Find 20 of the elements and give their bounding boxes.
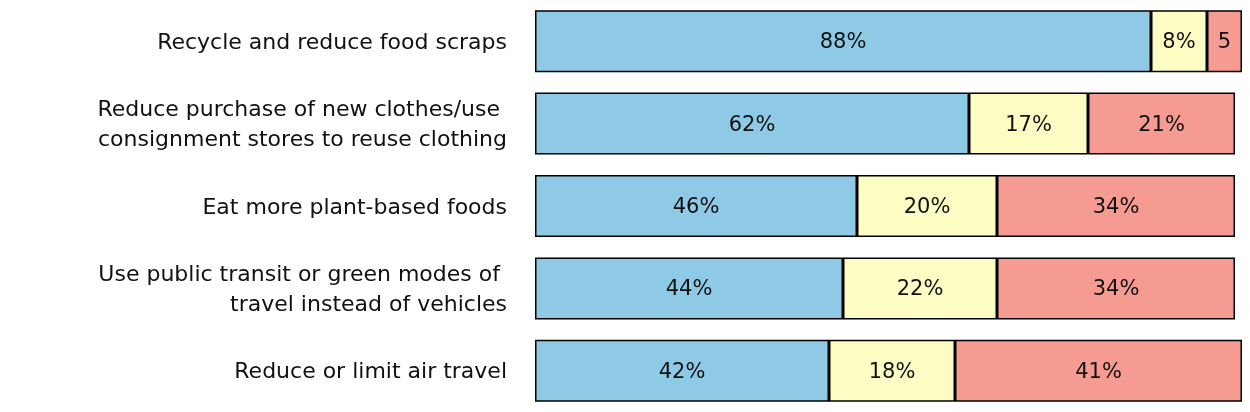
data-label: 17% [1005,111,1052,136]
data-label: 22% [896,276,944,301]
data-label: 34% [1092,276,1140,301]
data-label: 41% [1075,358,1122,383]
data-label: 44% [665,276,713,301]
y-tick-label: Reduce purchase of new clothes/use consignment stores to reuse clothing [97,96,507,152]
data-label: 42% [658,358,706,383]
data-label: 20% [903,194,951,218]
data-label: 8% [1162,29,1196,54]
data-label: 88% [819,29,867,54]
data-label: 62% [728,111,776,136]
y-tick-label: Reduce or limit air travel [234,358,507,384]
data-label: 46% [672,194,720,218]
data-label: 34% [1092,194,1140,218]
y-tick-label: Recycle and reduce food scraps [157,28,507,54]
y-tick-label: Use public transit or green modes of travel instead of vehicles [98,260,507,316]
data-label: 5 [1217,29,1232,54]
y-tick-label: Eat more plant-based foods [202,193,507,219]
data-label: 21% [1138,111,1185,136]
data-label: 18% [868,358,916,383]
